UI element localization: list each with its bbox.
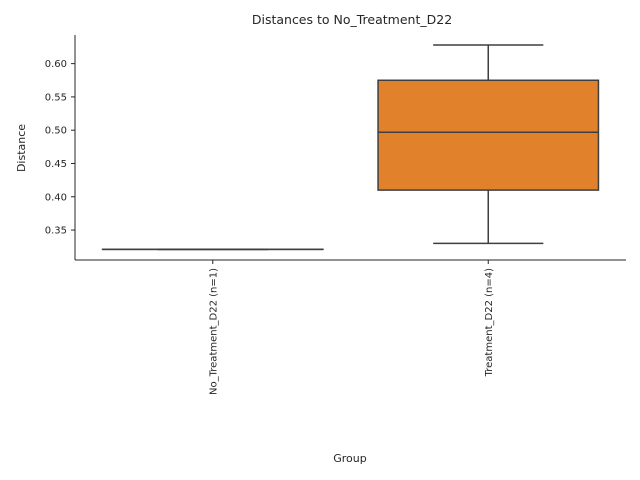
x-ticks: No_Treatment_D22 (n=1) Treatment_D22 (n=4… <box>208 260 495 395</box>
x-tick-label: No_Treatment_D22 (n=1) <box>208 268 219 395</box>
y-tick-label: 0.40 <box>45 192 67 203</box>
box-iqr <box>377 79 600 191</box>
x-tick-label: Treatment_D22 (n=4) <box>484 268 495 377</box>
y-tick-label: 0.35 <box>45 226 67 237</box>
x-axis-title: Group <box>333 452 367 465</box>
y-tick-label: 0.55 <box>45 92 67 103</box>
chart-title: Distances to No_Treatment_D22 <box>252 12 452 27</box>
y-tick-label: 0.50 <box>45 126 67 137</box>
y-ticks: 0.35 0.40 0.45 0.50 0.55 0.60 <box>45 59 75 237</box>
y-tick-label: 0.60 <box>45 59 67 70</box>
box-group <box>377 44 600 245</box>
y-tick-label: 0.45 <box>45 159 67 170</box>
boxes-layer <box>101 44 600 251</box>
y-axis-title: Distance <box>15 124 28 172</box>
